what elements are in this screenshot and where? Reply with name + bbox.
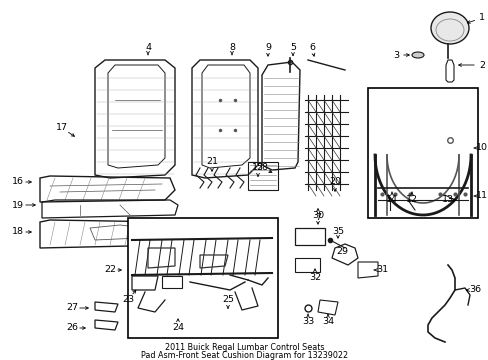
Text: Pad Asm-Front Seat Cushion Diagram for 13239022: Pad Asm-Front Seat Cushion Diagram for 1… bbox=[141, 351, 347, 360]
Text: 26: 26 bbox=[66, 324, 78, 333]
Text: 36: 36 bbox=[468, 285, 480, 294]
Text: 11: 11 bbox=[475, 192, 487, 201]
Text: 10: 10 bbox=[475, 144, 487, 153]
Text: 23: 23 bbox=[122, 296, 134, 305]
Text: 4: 4 bbox=[145, 42, 151, 51]
Text: 15: 15 bbox=[251, 163, 264, 172]
Text: 8: 8 bbox=[228, 42, 235, 51]
Text: 24: 24 bbox=[172, 324, 183, 333]
Text: 30: 30 bbox=[311, 211, 324, 220]
Text: 6: 6 bbox=[308, 42, 314, 51]
Text: 14: 14 bbox=[385, 195, 397, 204]
Text: 32: 32 bbox=[308, 274, 321, 283]
Text: 1: 1 bbox=[478, 13, 484, 22]
Text: 33: 33 bbox=[301, 318, 313, 327]
Text: 20: 20 bbox=[328, 177, 340, 186]
Text: 28: 28 bbox=[256, 163, 267, 172]
Text: 9: 9 bbox=[264, 42, 270, 51]
Text: 13: 13 bbox=[441, 195, 453, 204]
Bar bbox=[128, 218, 278, 338]
Ellipse shape bbox=[411, 52, 423, 58]
Ellipse shape bbox=[430, 12, 468, 44]
Text: 31: 31 bbox=[375, 266, 387, 274]
Text: 21: 21 bbox=[205, 158, 218, 166]
Text: 35: 35 bbox=[331, 228, 344, 237]
Text: 16: 16 bbox=[12, 177, 24, 186]
Text: 19: 19 bbox=[12, 201, 24, 210]
Text: 29: 29 bbox=[335, 248, 347, 256]
Text: 12: 12 bbox=[405, 195, 417, 204]
Text: 25: 25 bbox=[222, 296, 234, 305]
Bar bbox=[367, 88, 477, 218]
Text: 3: 3 bbox=[392, 50, 398, 59]
Text: 22: 22 bbox=[104, 266, 116, 274]
Text: 17: 17 bbox=[56, 123, 68, 132]
Text: 27: 27 bbox=[66, 303, 78, 312]
Text: 18: 18 bbox=[12, 228, 24, 237]
Text: 7: 7 bbox=[314, 213, 320, 222]
Text: 5: 5 bbox=[289, 42, 295, 51]
Text: 2: 2 bbox=[478, 60, 484, 69]
Text: 34: 34 bbox=[321, 318, 333, 327]
Text: 2011 Buick Regal Lumbar Control Seats: 2011 Buick Regal Lumbar Control Seats bbox=[164, 343, 324, 352]
